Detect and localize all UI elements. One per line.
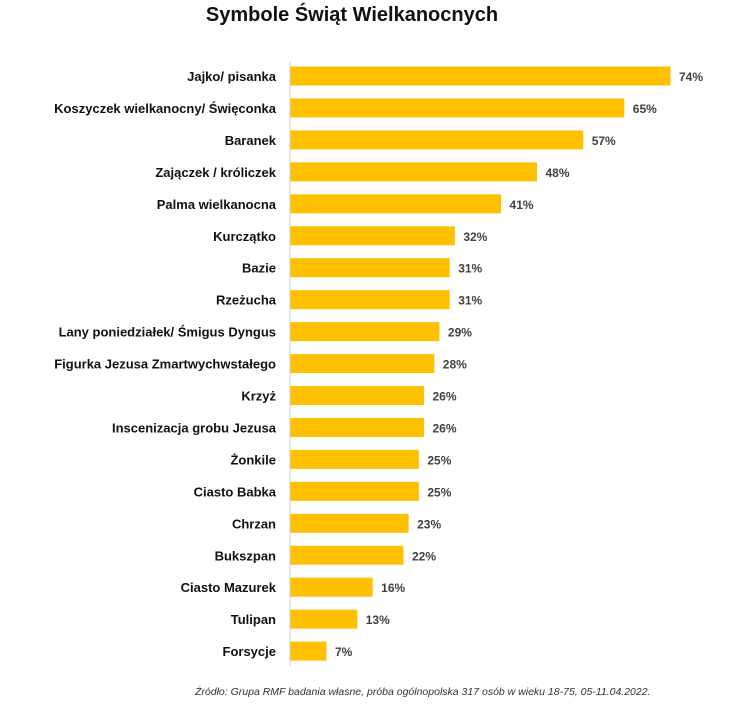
data-label: 26% bbox=[433, 390, 457, 404]
data-label: 16% bbox=[381, 581, 405, 595]
category-label: Ciasto Babka bbox=[194, 484, 277, 499]
category-label: Bazie bbox=[242, 261, 276, 276]
data-label: 41% bbox=[510, 198, 534, 212]
bar bbox=[290, 322, 440, 342]
bar bbox=[290, 258, 450, 278]
data-label: 31% bbox=[458, 262, 482, 276]
category-label: Żonkile bbox=[230, 452, 276, 467]
data-label: 28% bbox=[443, 358, 467, 372]
bar bbox=[290, 194, 502, 214]
bar bbox=[290, 130, 584, 150]
category-label: Rzeżucha bbox=[216, 293, 277, 308]
category-label: Baranek bbox=[225, 133, 277, 148]
data-label: 26% bbox=[433, 421, 457, 435]
bar bbox=[290, 290, 450, 310]
category-label: Tulipan bbox=[231, 612, 276, 627]
category-label: Jajko/ pisanka bbox=[187, 69, 277, 84]
bar bbox=[290, 98, 625, 118]
data-label: 23% bbox=[417, 517, 441, 531]
bar bbox=[290, 481, 419, 501]
bar bbox=[290, 449, 419, 469]
source-note: Źródło: Grupa RMF badania własne, próba … bbox=[195, 686, 651, 698]
category-label: Palma wielkanocna bbox=[157, 197, 277, 212]
category-label: Krzyż bbox=[241, 389, 276, 404]
category-label: Zajączek / króliczek bbox=[155, 165, 276, 180]
category-label: Chrzan bbox=[232, 516, 276, 531]
category-label: Inscenizacja grobu Jezusa bbox=[112, 420, 277, 435]
category-label: Bukszpan bbox=[215, 548, 276, 563]
data-label: 29% bbox=[448, 326, 472, 340]
data-label: 65% bbox=[633, 102, 657, 116]
chart-title: Symbole Świąt Wielkanocnych bbox=[205, 4, 499, 26]
bar bbox=[290, 577, 373, 597]
data-label: 25% bbox=[427, 453, 451, 467]
bar bbox=[290, 609, 358, 629]
bar bbox=[290, 354, 435, 374]
bar bbox=[290, 386, 425, 405]
category-label: Koszyczek wielkanocny/ Święconka bbox=[54, 101, 277, 116]
data-label: 22% bbox=[412, 549, 436, 563]
bar bbox=[290, 162, 537, 182]
category-label: Ciasto Mazurek bbox=[181, 580, 277, 595]
bar bbox=[290, 417, 425, 437]
category-label: Figurka Jezusa Zmartwychwstałego bbox=[54, 357, 276, 372]
bar bbox=[290, 545, 404, 565]
bar bbox=[290, 641, 327, 661]
category-label: Kurczątko bbox=[213, 229, 276, 244]
data-label: 48% bbox=[545, 166, 569, 180]
data-label: 31% bbox=[458, 294, 482, 308]
data-label: 74% bbox=[679, 70, 703, 84]
bar bbox=[290, 66, 671, 86]
category-label: Forsycje bbox=[223, 644, 276, 659]
data-label: 13% bbox=[366, 613, 390, 627]
data-label: 57% bbox=[592, 134, 616, 148]
data-label: 25% bbox=[427, 485, 451, 499]
data-label: 7% bbox=[335, 645, 353, 659]
bar bbox=[290, 513, 409, 533]
data-label: 32% bbox=[463, 230, 487, 244]
category-label: Lany poniedziałek/ Śmigus Dyngus bbox=[59, 325, 276, 340]
bar bbox=[290, 226, 455, 246]
